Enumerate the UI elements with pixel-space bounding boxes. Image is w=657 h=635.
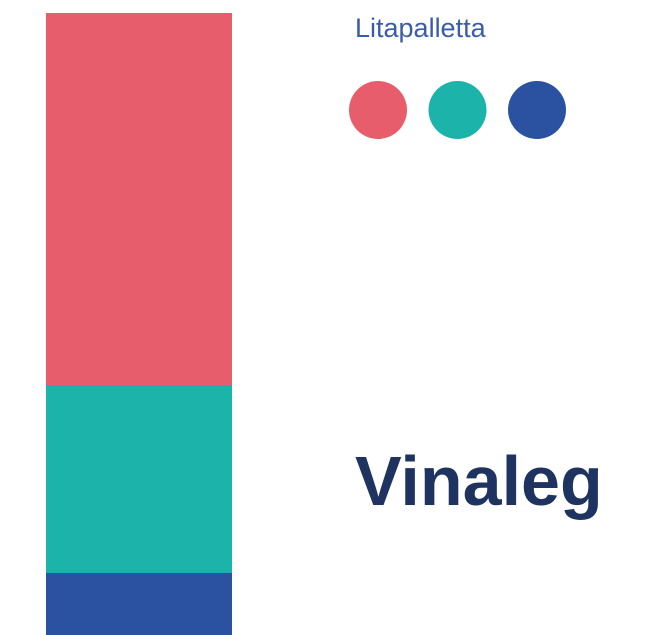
color-swatch [46,13,232,385]
color-dot [349,81,407,139]
swatch-stack [46,13,232,635]
color-swatch [46,573,232,635]
color-dots [349,81,566,139]
color-dot [508,81,566,139]
color-dot [428,81,487,139]
brand-name: Vinaleg [355,442,603,520]
color-swatch [46,385,232,573]
palette-title: Litapalletta [355,13,487,43]
